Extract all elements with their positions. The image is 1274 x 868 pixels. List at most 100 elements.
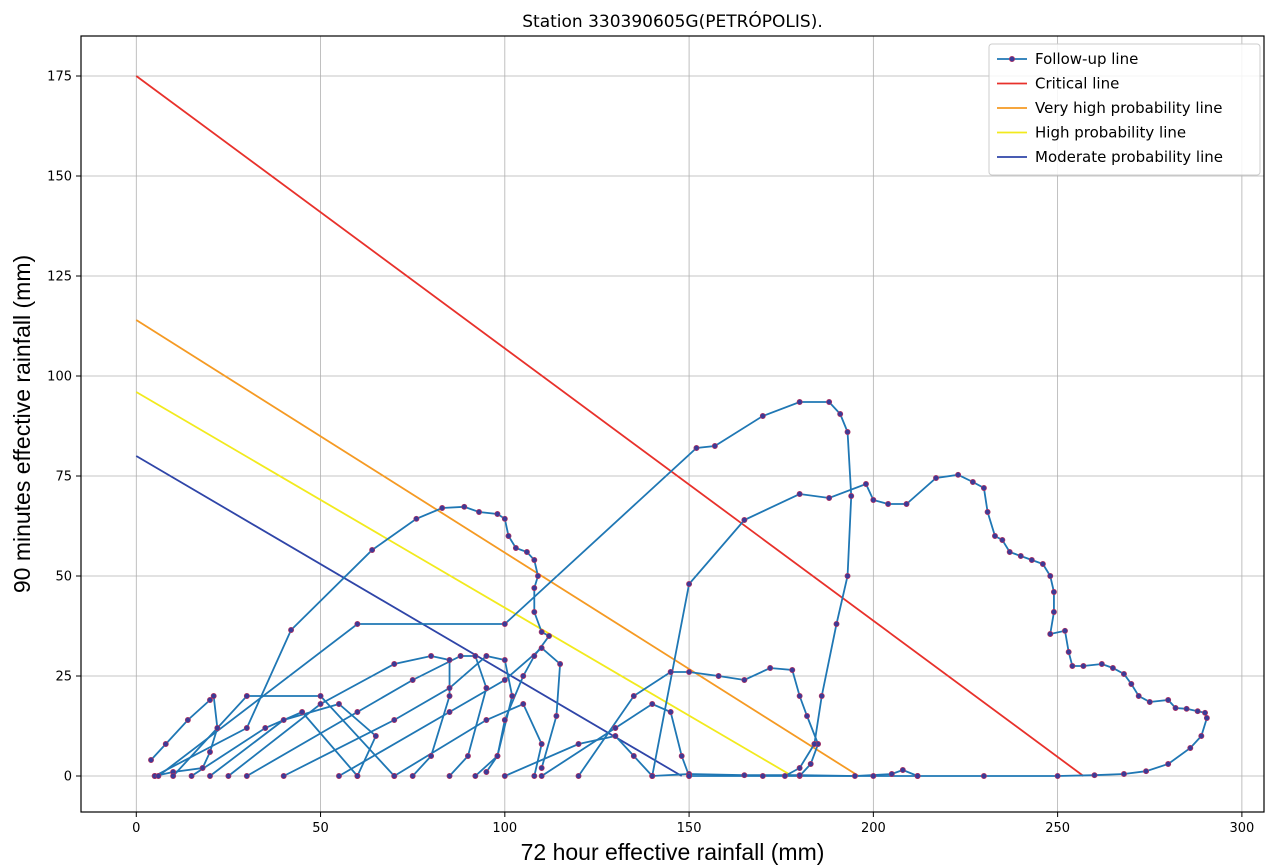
follow-up-point xyxy=(984,509,991,515)
x-tick-label: 0 xyxy=(132,821,140,836)
follow-up-point xyxy=(457,653,464,659)
follow-up-point xyxy=(863,481,869,487)
follow-up-point xyxy=(531,773,538,779)
follow-up-point xyxy=(483,653,490,659)
follow-up-point xyxy=(1128,681,1135,687)
follow-up-point xyxy=(391,661,398,667)
follow-up-point xyxy=(1017,553,1024,559)
follow-up-point xyxy=(1121,771,1127,777)
follow-up-point xyxy=(1183,705,1190,712)
follow-up-point xyxy=(494,511,501,517)
follow-up-point xyxy=(538,645,545,651)
follow-up-point xyxy=(505,533,512,539)
follow-up-point xyxy=(1047,573,1054,579)
follow-up-point xyxy=(184,717,191,723)
follow-up-point xyxy=(804,713,810,719)
follow-up-point xyxy=(870,773,877,779)
follow-up-point xyxy=(472,773,479,779)
follow-up-point xyxy=(903,501,910,507)
reference-line-1 xyxy=(135,319,860,777)
legend-label: Moderate probability line xyxy=(1035,148,1223,166)
follow-up-segment xyxy=(246,655,488,777)
x-tick-label: 100 xyxy=(492,821,517,836)
follow-up-point xyxy=(280,773,287,779)
x-tick-label: 150 xyxy=(677,821,702,836)
follow-up-point xyxy=(446,709,453,715)
follow-up-point xyxy=(214,725,221,731)
follow-up-point xyxy=(933,475,939,481)
follow-up-segment xyxy=(150,693,219,777)
follow-up-point xyxy=(155,773,162,779)
follow-up-point xyxy=(1062,627,1068,634)
follow-up-point xyxy=(667,709,674,715)
follow-up-point xyxy=(980,485,987,491)
follow-up-point xyxy=(494,753,501,759)
follow-up-point xyxy=(630,693,637,699)
follow-up-point xyxy=(409,677,416,683)
follow-up-point xyxy=(686,581,693,587)
follow-up-point xyxy=(557,661,564,667)
follow-up-point xyxy=(612,733,619,739)
follow-up-segment xyxy=(154,505,551,777)
follow-up-point xyxy=(520,673,527,679)
follow-up-point xyxy=(575,773,582,779)
follow-up-point xyxy=(686,773,693,779)
follow-up-point xyxy=(317,701,324,707)
follow-up-point xyxy=(483,769,490,775)
follow-up-point xyxy=(501,515,508,522)
follow-up-point xyxy=(531,585,538,591)
legend-label: Critical line xyxy=(1035,75,1119,93)
follow-up-point xyxy=(1143,768,1150,775)
follow-up-point xyxy=(667,669,674,675)
follow-up-point xyxy=(678,753,685,759)
follow-up-point xyxy=(465,753,471,759)
follow-up-point xyxy=(796,491,803,497)
follow-up-point xyxy=(1198,733,1205,739)
follow-up-point xyxy=(483,685,490,691)
follow-up-point xyxy=(1069,663,1076,669)
follow-up-point xyxy=(741,772,748,779)
follow-up-point xyxy=(336,773,342,779)
follow-up-point xyxy=(476,509,482,515)
follow-up-point xyxy=(225,773,232,779)
follow-up-point xyxy=(796,772,803,779)
follow-up-point xyxy=(969,479,976,485)
follow-up-point xyxy=(789,667,796,673)
follow-up-segment xyxy=(541,702,690,777)
follow-up-point xyxy=(535,573,541,579)
follow-up-point xyxy=(870,497,877,503)
follow-up-point xyxy=(1121,671,1127,677)
reference-line-2 xyxy=(135,391,793,777)
follow-up-point xyxy=(811,741,818,747)
follow-up-point xyxy=(826,495,833,501)
follow-up-point xyxy=(207,773,213,779)
follow-up-point xyxy=(472,653,479,659)
follow-up-segment xyxy=(651,473,1208,777)
follow-up-point xyxy=(354,709,361,715)
follow-up-point xyxy=(686,669,693,675)
follow-up-point xyxy=(885,501,892,507)
follow-up-point xyxy=(741,677,748,683)
follow-up-point xyxy=(1203,715,1210,721)
follow-up-point xyxy=(1146,699,1153,705)
follow-up-point xyxy=(243,725,250,731)
follow-up-point xyxy=(369,547,376,553)
tick-layer: 0 50 100 150 200 250 300 0 25 50 75 100 125 150 175 xyxy=(47,70,1254,837)
follow-up-point xyxy=(649,773,656,779)
follow-up-point xyxy=(1202,709,1208,716)
legend-label: Follow-up line xyxy=(1035,50,1138,68)
follow-up-point xyxy=(1065,649,1072,655)
reference-lines xyxy=(135,75,1084,777)
follow-up-point xyxy=(409,773,416,779)
follow-up-point xyxy=(210,693,217,699)
y-tick-label: 150 xyxy=(47,170,72,185)
follow-up-point xyxy=(1028,557,1035,563)
follow-up-point xyxy=(1039,561,1046,567)
follow-up-point xyxy=(844,573,851,579)
x-axis-label: 72 hour effective rainfall (mm) xyxy=(521,839,825,865)
follow-up-point xyxy=(781,773,788,779)
follow-up-point xyxy=(955,471,962,478)
y-tick-label: 175 xyxy=(47,70,72,85)
